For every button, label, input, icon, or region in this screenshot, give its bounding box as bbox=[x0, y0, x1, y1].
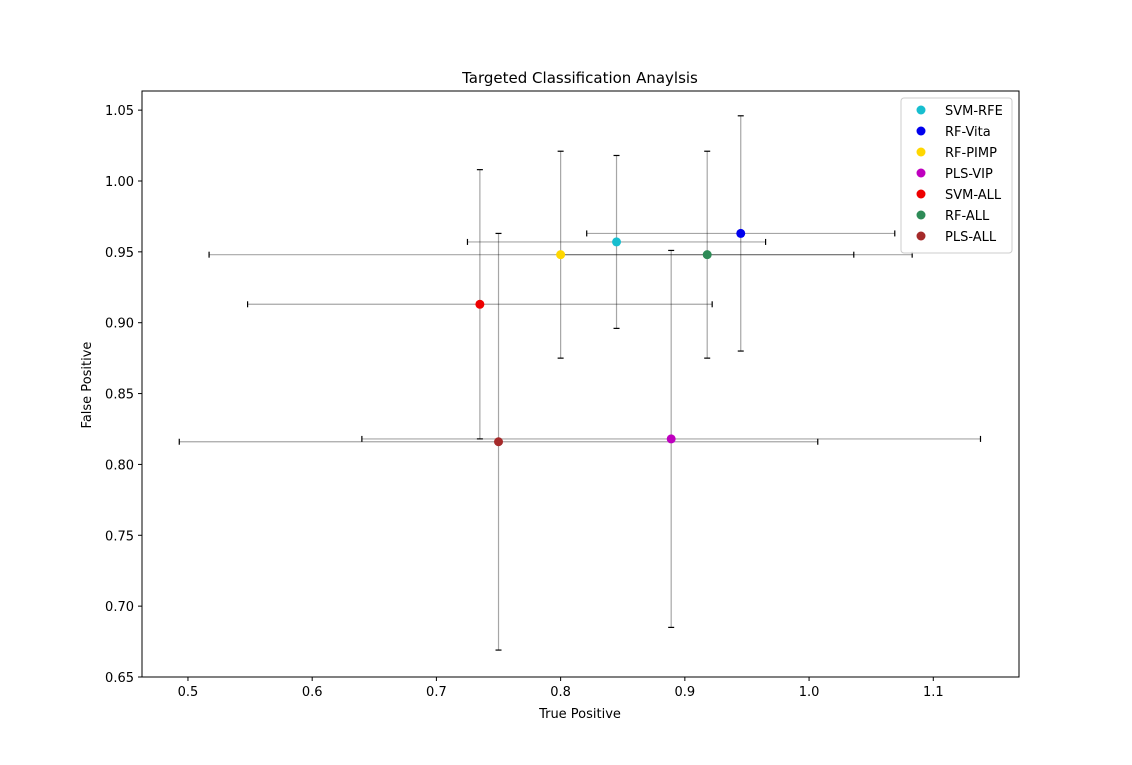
x-tick-label: 1.0 bbox=[799, 685, 820, 700]
data-points bbox=[475, 228, 746, 447]
x-tick-label: 1.1 bbox=[923, 685, 944, 700]
data-point bbox=[494, 437, 504, 447]
data-point bbox=[736, 228, 746, 238]
legend-marker bbox=[916, 168, 926, 178]
legend-label: PLS-VIP bbox=[945, 167, 993, 182]
axes: 0.5 0.6 0.7 0.8 0.9 1.0 1.1 0.65 0.70 0.75 0.80 0.8… bbox=[105, 90, 1020, 700]
y-tick-label: 0.75 bbox=[105, 529, 134, 544]
legend-label: PLS-ALL bbox=[945, 230, 997, 245]
y-tick-label: 1.05 bbox=[105, 104, 134, 119]
y-tick-label: 0.95 bbox=[105, 246, 134, 261]
legend-marker bbox=[916, 147, 926, 157]
legend-label: SVM-RFE bbox=[945, 104, 1003, 119]
x-tick-label: 0.5 bbox=[178, 685, 199, 700]
legend-box bbox=[900, 97, 1013, 254]
legend-marker bbox=[916, 126, 926, 136]
legend: SVM-RFE RF-Vita RF-PIMP PLS-VIP SVM-ALL RF-AL… bbox=[900, 97, 1013, 254]
data-point bbox=[475, 299, 485, 309]
legend-label: RF-ALL bbox=[945, 209, 990, 224]
x-tick-label: 0.7 bbox=[426, 685, 447, 700]
data-point bbox=[612, 237, 622, 247]
y-tick-label: 0.70 bbox=[105, 600, 134, 615]
y-axis-label: False Positive bbox=[80, 342, 95, 429]
legend-label: RF-PIMP bbox=[945, 146, 997, 161]
x-tick-label: 0.8 bbox=[550, 685, 571, 700]
plot-frame bbox=[141, 90, 1020, 678]
legend-marker bbox=[916, 231, 926, 241]
x-axis-label: True Positive bbox=[538, 707, 621, 722]
x-tick-label: 0.9 bbox=[675, 685, 696, 700]
chart-title: Targeted Classification Anaylsis bbox=[461, 69, 698, 87]
y-tick-label: 0.80 bbox=[105, 458, 134, 473]
legend-marker bbox=[916, 105, 926, 115]
y-tick-label: 0.65 bbox=[105, 671, 134, 686]
data-point bbox=[702, 250, 712, 260]
legend-label: RF-Vita bbox=[945, 125, 991, 140]
legend-label: SVM-ALL bbox=[945, 188, 1002, 203]
y-tick-label: 0.85 bbox=[105, 388, 134, 403]
data-point bbox=[556, 250, 566, 260]
legend-marker bbox=[916, 210, 926, 220]
y-tick-label: 0.90 bbox=[105, 317, 134, 332]
y-tick-label: 1.00 bbox=[105, 175, 134, 190]
x-tick-label: 0.6 bbox=[302, 685, 323, 700]
legend-marker bbox=[916, 189, 926, 199]
data-point bbox=[666, 434, 676, 444]
